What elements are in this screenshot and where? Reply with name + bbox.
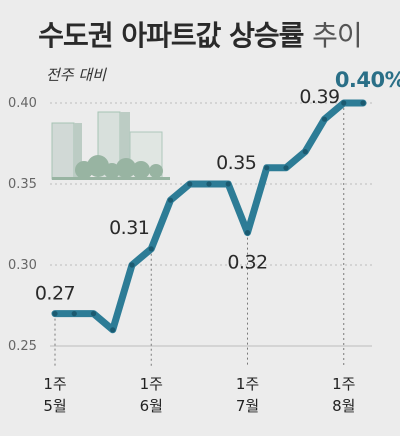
x-tick-label: 1주 [332, 375, 355, 393]
data-label: 0.40% [335, 68, 400, 92]
series [51, 99, 367, 334]
chart-title: 수도권 아파트값 상승률 추이 [0, 14, 400, 54]
x-tick-label: 1주 [236, 375, 259, 393]
x-tick-label: 6월 [140, 397, 163, 415]
data-point [90, 311, 97, 317]
data-point [206, 181, 212, 187]
y-tick-label: 0.40 [8, 96, 37, 111]
data-point [264, 165, 270, 171]
y-tick-label: 0.25 [8, 339, 37, 354]
y-tick-label: 0.30 [8, 258, 37, 273]
data-point [129, 262, 135, 268]
building-illustration [51, 111, 170, 180]
y-axis-ticks: 0.25 0.30 0.35 0.40 [8, 96, 37, 354]
data-point [110, 327, 116, 333]
data-point [360, 100, 366, 106]
data-point [71, 311, 77, 317]
data-labels: 0.27 0.31 0.35 0.32 0.390.40% [35, 68, 400, 305]
data-point [283, 165, 289, 171]
x-tick-label: 5월 [43, 397, 66, 415]
x-axis-ticks: 1주 5월 1주 6월 1주 7월 1주 8월 [43, 103, 355, 415]
data-label: 0.39 [299, 86, 339, 108]
data-point [302, 149, 308, 155]
data-point [187, 181, 193, 187]
chart-title-suffix: 추이 [312, 19, 363, 52]
chart-subtitle: 전주 대비 [46, 66, 106, 84]
data-label: 0.32 [227, 252, 267, 274]
chart-title-main: 수도권 아파트값 상승률 [38, 19, 304, 52]
x-tick-label: 8월 [332, 397, 355, 415]
x-tick-label: 1주 [140, 375, 163, 393]
data-point [244, 230, 251, 236]
x-tick-label: 1주 [43, 375, 66, 393]
data-point [321, 116, 328, 122]
data-point [52, 311, 58, 317]
y-tick-label: 0.35 [8, 177, 37, 192]
data-point [167, 197, 174, 203]
data-label: 0.27 [35, 283, 75, 305]
x-tick-label: 7월 [236, 397, 259, 415]
data-point [225, 181, 231, 187]
data-label: 0.35 [216, 152, 256, 174]
data-point [341, 100, 347, 106]
data-label: 0.31 [109, 217, 149, 239]
data-point [148, 246, 154, 252]
